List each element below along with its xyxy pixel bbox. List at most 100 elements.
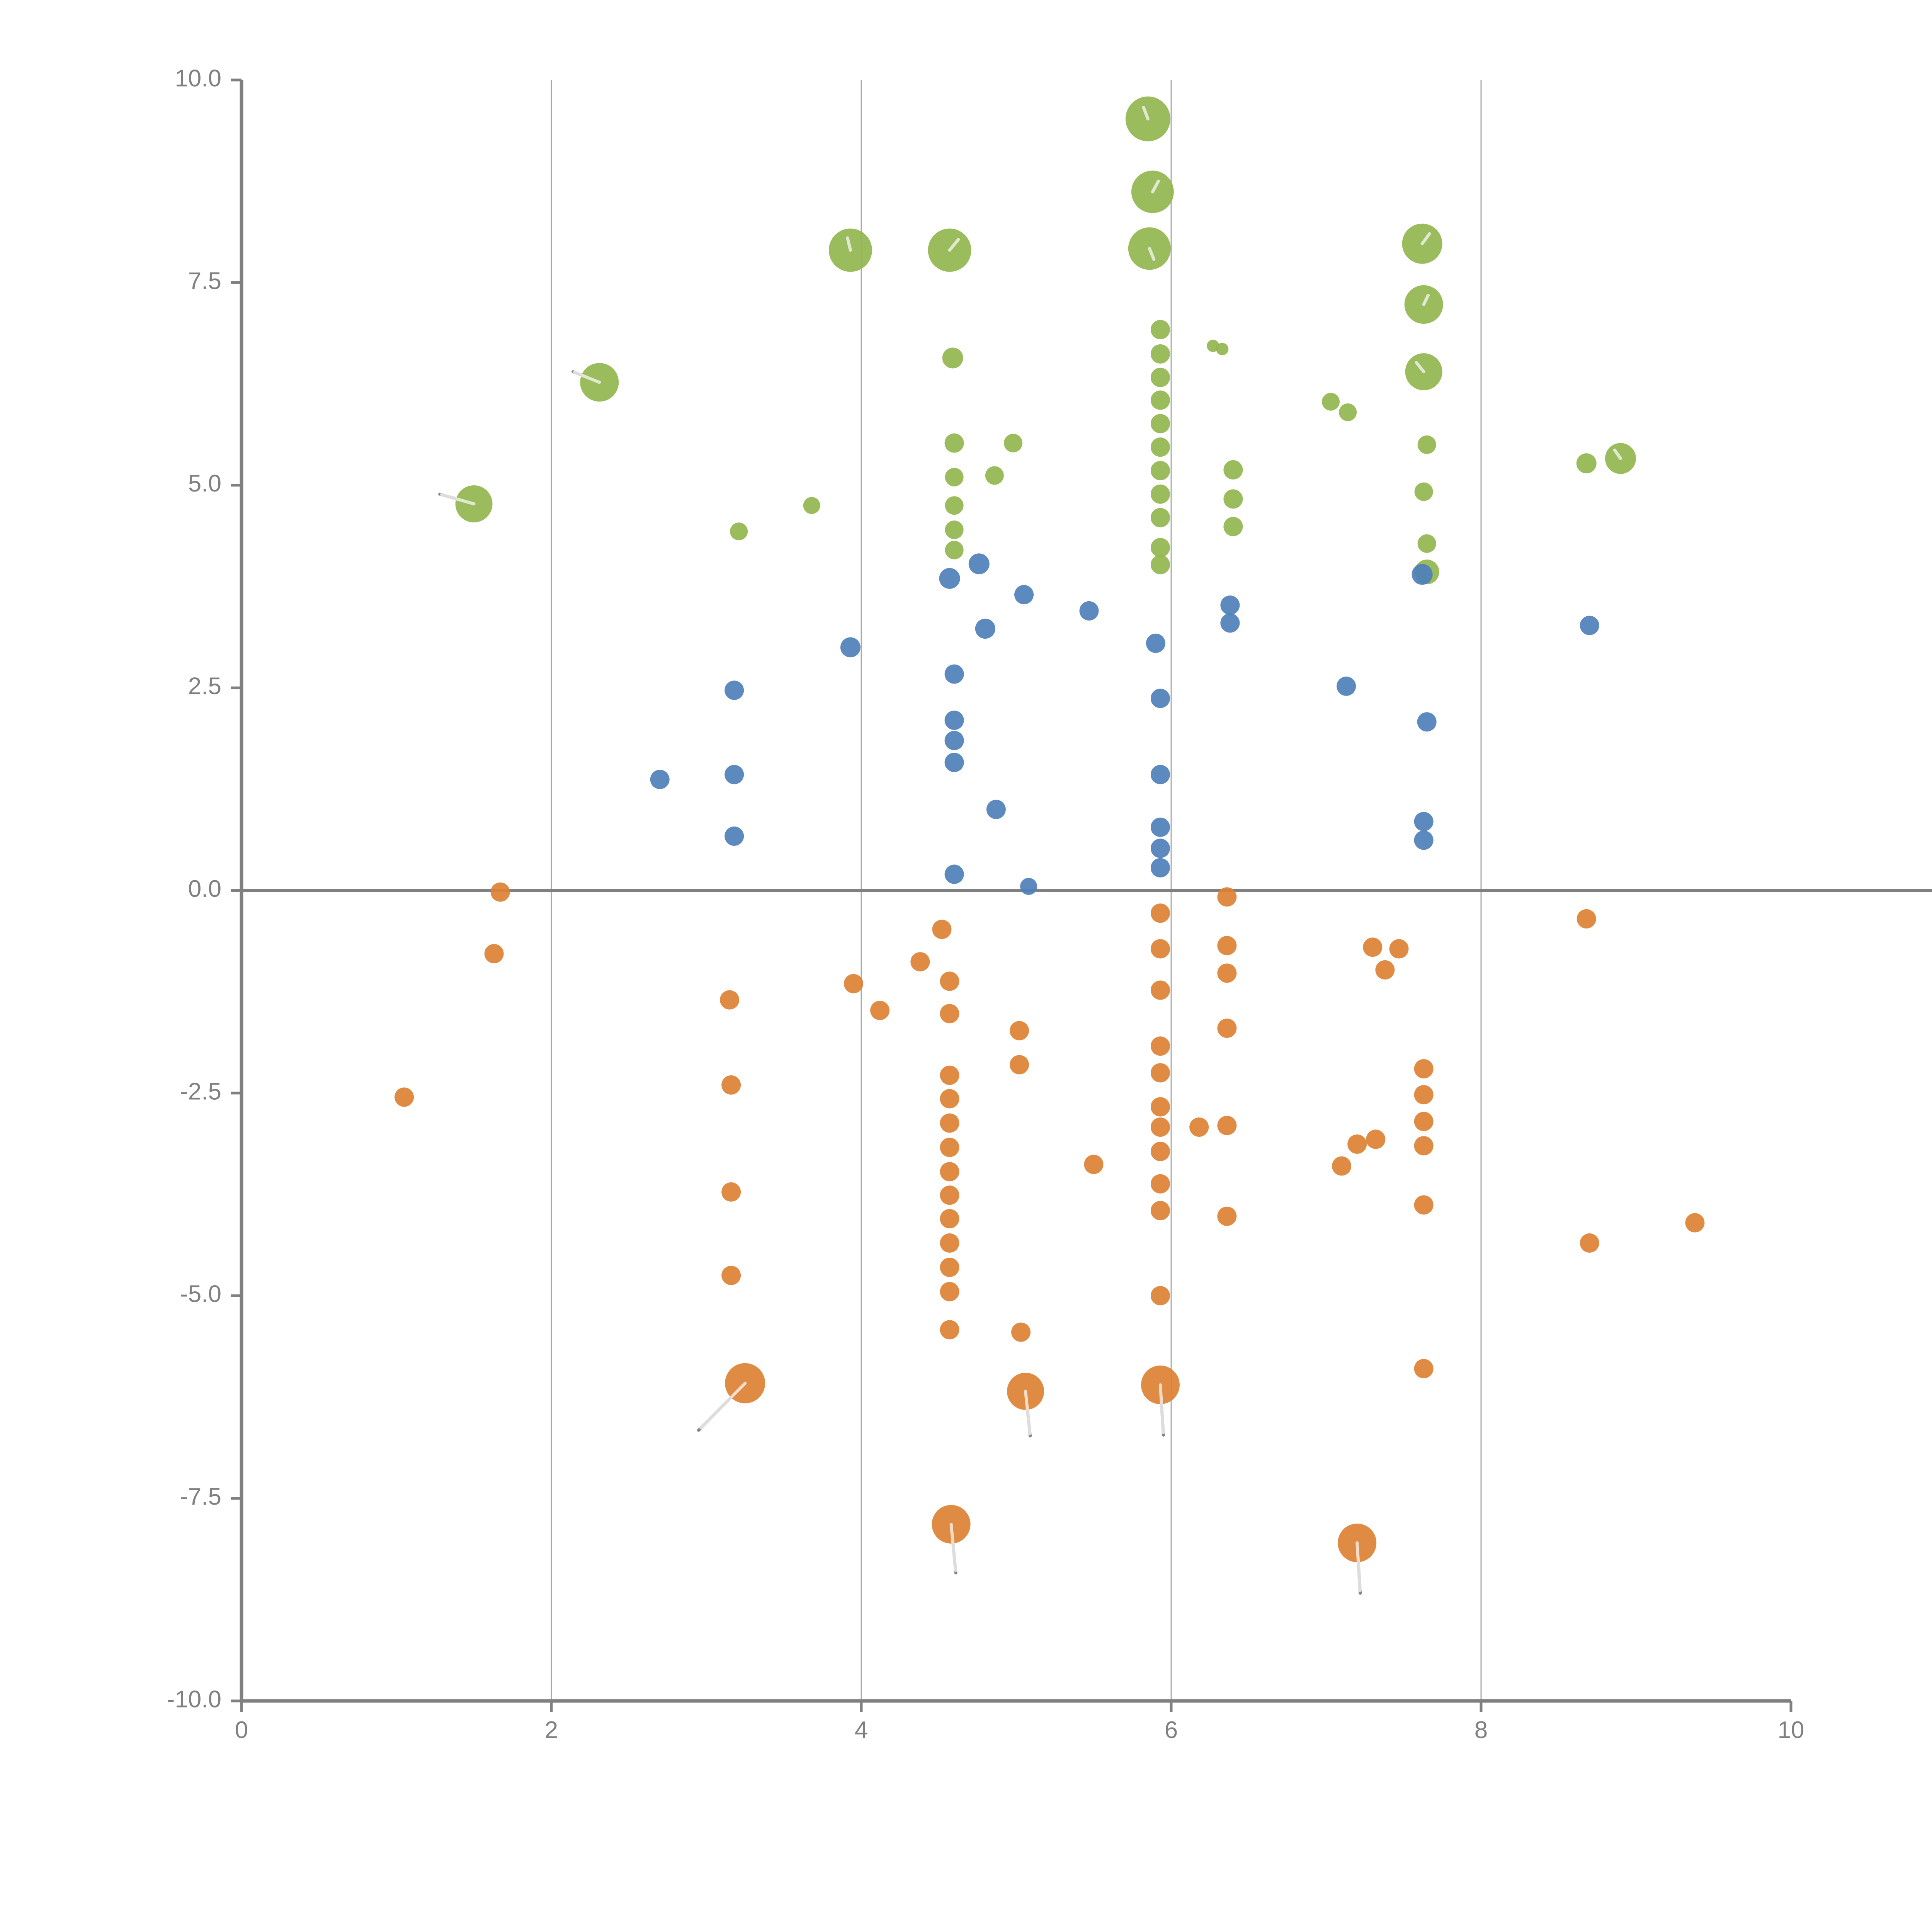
data-point-blue xyxy=(986,799,1006,819)
data-point-orange xyxy=(720,990,740,1010)
data-point-orange xyxy=(1366,1129,1386,1149)
data-point-orange xyxy=(1150,1036,1170,1056)
data-point-orange xyxy=(940,1233,959,1253)
data-point-orange xyxy=(844,974,863,993)
data-point-blue xyxy=(944,731,964,750)
data-point-blue xyxy=(1146,633,1165,653)
data-point-green xyxy=(803,497,820,514)
data-point-green xyxy=(1150,367,1170,387)
data-point-blue xyxy=(975,619,995,639)
whisker-highlight-green xyxy=(440,493,476,505)
data-point-blue xyxy=(1079,601,1099,621)
data-point-blue xyxy=(944,711,964,730)
x-tick-label: 0 xyxy=(235,1717,248,1743)
whisker-highlight-orange xyxy=(1024,1389,1032,1435)
data-point-blue xyxy=(944,864,964,884)
data-point-orange xyxy=(870,1000,890,1020)
data-point-green xyxy=(1339,403,1357,421)
x-tick-label: 10 xyxy=(1778,1717,1804,1743)
data-point-green xyxy=(1150,508,1170,527)
data-point-green xyxy=(945,520,964,539)
whisker-highlight-orange xyxy=(1158,1383,1165,1434)
data-point-blue xyxy=(1412,564,1433,585)
data-point-orange xyxy=(1389,939,1409,959)
axis-lines xyxy=(231,78,1793,1712)
data-point-orange xyxy=(1375,960,1395,980)
data-point-orange xyxy=(1150,1097,1170,1117)
data-point-green xyxy=(1223,517,1243,536)
data-point-orange xyxy=(490,882,510,902)
leader-lines xyxy=(438,105,1622,1595)
y-tick-label: -10.0 xyxy=(167,1686,221,1713)
data-point-green xyxy=(1150,461,1170,480)
data-point-orange xyxy=(1414,1112,1434,1131)
data-point-orange xyxy=(1414,1195,1434,1215)
whisker-highlight-green xyxy=(1142,105,1150,121)
data-point-green xyxy=(1150,555,1170,575)
data-point-blue xyxy=(724,765,744,784)
data-point-orange xyxy=(1150,980,1170,1000)
x-tick-label: 8 xyxy=(1475,1717,1488,1743)
data-point-orange xyxy=(940,1162,959,1182)
data-point-orange xyxy=(1217,1019,1237,1038)
data-point-orange xyxy=(940,1282,959,1301)
y-tick-label: 10.0 xyxy=(175,65,221,92)
data-points xyxy=(395,96,1705,1592)
data-point-blue xyxy=(939,568,960,589)
data-point-green xyxy=(1576,453,1597,474)
data-point-orange xyxy=(940,1113,959,1133)
data-point-blue xyxy=(1150,817,1170,837)
data-point-blue xyxy=(840,637,861,658)
data-point-orange xyxy=(940,1065,959,1085)
data-point-green xyxy=(1150,320,1170,340)
y-axis-tick-labels: 10.0 7.5 5.0 2.5 0.0 -2.5 -5.0 -7.5 -10.0 xyxy=(167,65,221,1713)
data-point-orange xyxy=(1010,1055,1029,1075)
data-point-orange xyxy=(1150,1174,1170,1194)
y-tick-label: -5.0 xyxy=(180,1281,221,1308)
y-tick-label: 7.5 xyxy=(188,268,221,294)
data-point-orange xyxy=(1332,1156,1352,1176)
data-point-blue xyxy=(1220,595,1240,615)
whisker-highlight-green xyxy=(1415,361,1425,374)
whisker-highlight-green xyxy=(1420,232,1431,245)
data-point-orange xyxy=(721,1075,741,1095)
data-point-orange xyxy=(940,1089,959,1109)
data-point-blue xyxy=(724,680,744,700)
y-tick-label: -7.5 xyxy=(180,1483,221,1510)
data-point-orange xyxy=(1084,1155,1104,1174)
data-point-blue xyxy=(1337,676,1356,696)
data-point-orange xyxy=(1150,939,1170,959)
data-point-blue xyxy=(944,753,964,772)
data-point-green xyxy=(1150,484,1170,504)
data-point-green xyxy=(1417,435,1436,454)
data-point-orange xyxy=(940,1257,959,1277)
whisker-highlight-orange xyxy=(949,1522,957,1572)
data-point-green xyxy=(1216,343,1229,355)
data-point-green xyxy=(945,468,964,486)
data-point-orange xyxy=(1150,1063,1170,1083)
data-point-blue xyxy=(944,664,964,684)
x-tick-label: 2 xyxy=(545,1717,558,1743)
data-point-orange xyxy=(1010,1021,1029,1041)
data-point-orange xyxy=(1217,936,1237,956)
y-tick-label: -2.5 xyxy=(180,1078,221,1105)
data-point-green xyxy=(1417,534,1436,553)
x-axis-tick-labels: 0 2 4 6 8 10 xyxy=(235,1717,1804,1743)
data-point-blue xyxy=(1220,613,1240,633)
whisker-highlight-orange xyxy=(1355,1541,1362,1592)
data-point-green xyxy=(730,522,748,541)
data-point-blue xyxy=(1417,712,1437,732)
data-point-orange xyxy=(1217,887,1237,907)
x-tick-label: 6 xyxy=(1165,1717,1178,1743)
data-point-blue xyxy=(650,770,670,789)
data-point-orange xyxy=(1347,1134,1367,1154)
data-point-orange xyxy=(1414,1059,1434,1078)
data-point-blue xyxy=(1150,838,1170,858)
data-point-blue xyxy=(1014,585,1034,604)
data-point-blue xyxy=(1414,830,1434,850)
data-point-orange xyxy=(1685,1213,1705,1233)
data-point-green xyxy=(985,466,1004,485)
y-tick-label: 0.0 xyxy=(188,876,221,902)
